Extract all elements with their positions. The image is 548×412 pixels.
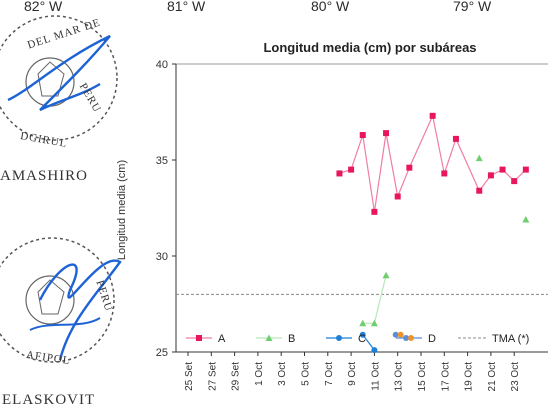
series-a (336, 112, 529, 215)
longitude-label-81w: 81° W (167, 0, 206, 14)
series-a-segment (385, 133, 399, 197)
y-tick-label: 40 (156, 59, 168, 71)
series-b-point (475, 154, 483, 162)
series-a-point (487, 172, 494, 179)
series-b-segment (373, 275, 387, 324)
series-a-point (359, 132, 366, 139)
series-a-point (406, 164, 413, 171)
legend-item-d: D (396, 333, 436, 345)
series-c (359, 331, 378, 354)
series-a-point (441, 170, 448, 177)
series-b (359, 154, 530, 327)
series-a-point (348, 166, 355, 173)
series-b-point (382, 271, 390, 279)
x-tick-label: 23 Oct (510, 362, 521, 392)
x-tick-label: 13 Oct (394, 362, 405, 392)
longitude-label-82w: 82° W (24, 0, 63, 14)
series-b-point (359, 319, 367, 327)
x-tick-label: 3 Oct (277, 362, 288, 386)
series-a-point (522, 166, 529, 173)
x-tick-label: 15 Oct (417, 362, 428, 392)
x-tick-label: 5 Oct (301, 362, 312, 386)
series-b-point (370, 319, 378, 327)
series-a-point (452, 135, 459, 142)
x-tick-label: 25 Set (184, 362, 195, 391)
legend-label: D (428, 333, 436, 345)
x-tick-label: 17 Oct (440, 362, 451, 392)
legend-marker (408, 335, 414, 341)
legend-item-tma: TMA (*) (458, 333, 529, 345)
y-tick-label: 30 (156, 251, 168, 263)
x-tick-label: 21 Oct (487, 362, 498, 392)
x-tick-label: 9 Oct (347, 362, 358, 386)
series-b-point (522, 216, 530, 223)
stamp-name-1: AMASHIRO (0, 168, 89, 184)
official-seal-1 (0, 15, 118, 141)
legend-marker (265, 334, 273, 341)
signature-ink-2 (38, 259, 122, 361)
legend-marker (336, 335, 342, 341)
x-tick-label: 19 Oct (464, 362, 475, 392)
series-a-segment (397, 167, 410, 197)
series-c-point (359, 331, 366, 338)
legend-label: A (218, 333, 226, 345)
series-a-point (383, 130, 390, 137)
series-c-segment (362, 334, 375, 351)
stamp-drawings (0, 15, 122, 363)
y-tick-label: 35 (156, 155, 168, 167)
series-a-segment (455, 138, 480, 191)
x-tick-label: 11 Oct (370, 362, 381, 391)
y-tick-label: 25 (156, 347, 168, 359)
series-a-segment (362, 134, 375, 212)
series-a-point (499, 166, 506, 173)
series-a-point (429, 112, 436, 119)
x-tick-label: 29 Set (231, 362, 242, 391)
series-a-point (476, 187, 483, 194)
series-d-point (397, 331, 404, 338)
series-a-point (336, 170, 343, 177)
stamp-name-2: ELASKOVIT (2, 392, 96, 408)
legend-item-b: B (256, 333, 295, 345)
series-a-segment (350, 134, 364, 170)
stamp-signature-area: DEL MAR DE PERU DGIRUL AMASHIRO PERU AFI… (0, 0, 140, 412)
series-a-segment (443, 138, 457, 174)
legend-marker (403, 335, 409, 341)
signature-ink-1 (7, 34, 111, 112)
series-a-point (371, 208, 378, 215)
series-a-segment (408, 115, 434, 168)
series-a-point (511, 178, 518, 185)
x-tick-label: 1 Oct (254, 362, 265, 386)
legend-label: B (288, 333, 295, 345)
legend-label: C (358, 333, 366, 345)
series-a-point (394, 193, 401, 200)
x-tick-label: 7 Oct (324, 362, 335, 386)
chart-title: Longitud media (cm) por subáreas (263, 40, 476, 55)
series-a-segment (373, 133, 387, 212)
legend-marker (196, 335, 202, 341)
legend-label: TMA (*) (492, 333, 529, 345)
series-a-segment (432, 115, 445, 174)
x-tick-label: 27 Set (207, 362, 218, 391)
official-seal-2 (0, 237, 122, 363)
legend-item-c: C (326, 333, 366, 345)
longitude-label-79w: 79° W (453, 0, 492, 14)
longitude-label-80w: 80° W (311, 0, 350, 14)
series-d (392, 331, 404, 338)
y-axis-label: Longitud media (cm) (116, 160, 128, 260)
series-d-point (392, 331, 399, 338)
legend-item-a: A (186, 333, 226, 345)
series-c-point (371, 347, 378, 354)
